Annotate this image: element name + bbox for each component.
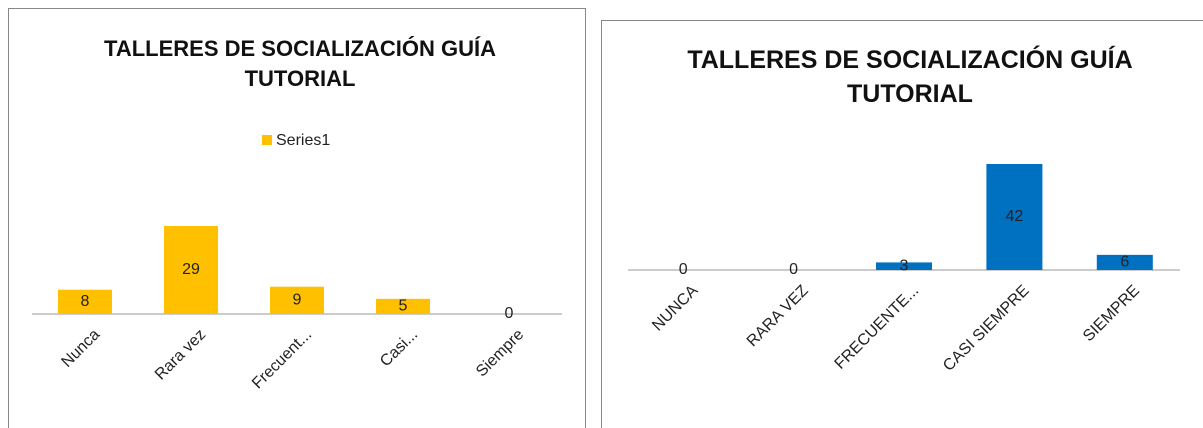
x-tick-label: CASI SIEMPRE xyxy=(940,282,1032,374)
legend-swatch xyxy=(262,135,272,145)
x-tick-label: Frecuent... xyxy=(249,326,315,392)
x-tick-label: Nunca xyxy=(58,326,103,371)
bar xyxy=(1096,254,1153,270)
x-tick-label: Siempre xyxy=(473,326,527,380)
data-label: 5 xyxy=(399,298,408,315)
data-label: 0 xyxy=(505,305,514,322)
data-label: 9 xyxy=(293,292,302,309)
x-tick-label: RARA VEZ xyxy=(744,282,812,350)
x-tick-label: SIEMPRE xyxy=(1080,282,1143,345)
bar xyxy=(270,286,324,314)
x-tick-label: Casi... xyxy=(377,326,421,370)
panel xyxy=(601,20,1203,428)
bar xyxy=(986,164,1043,270)
bar xyxy=(164,226,218,314)
data-label: 8 xyxy=(81,293,90,310)
chart-title: TALLERES DE SOCIALIZACIÓN GUÍA TUTORIAL xyxy=(104,36,496,91)
data-label: 29 xyxy=(182,261,200,278)
bar xyxy=(876,262,932,270)
panel xyxy=(8,8,586,428)
bar xyxy=(58,289,112,314)
data-label: 0 xyxy=(679,261,688,278)
data-label: 6 xyxy=(1120,254,1129,271)
x-tick-label: Rara vez xyxy=(152,326,209,383)
x-tick-label: NUNCA xyxy=(649,282,701,334)
data-label: 0 xyxy=(789,261,798,278)
data-label: 42 xyxy=(1006,208,1024,225)
legend-label: Series1 xyxy=(276,132,330,149)
x-tick-label: FRECUENTE... xyxy=(832,282,923,373)
data-label: 3 xyxy=(900,257,909,274)
chart-title: TALLERES DE SOCIALIZACIÓN GUÍA TUTORIAL xyxy=(687,46,1133,108)
bar xyxy=(376,298,430,314)
